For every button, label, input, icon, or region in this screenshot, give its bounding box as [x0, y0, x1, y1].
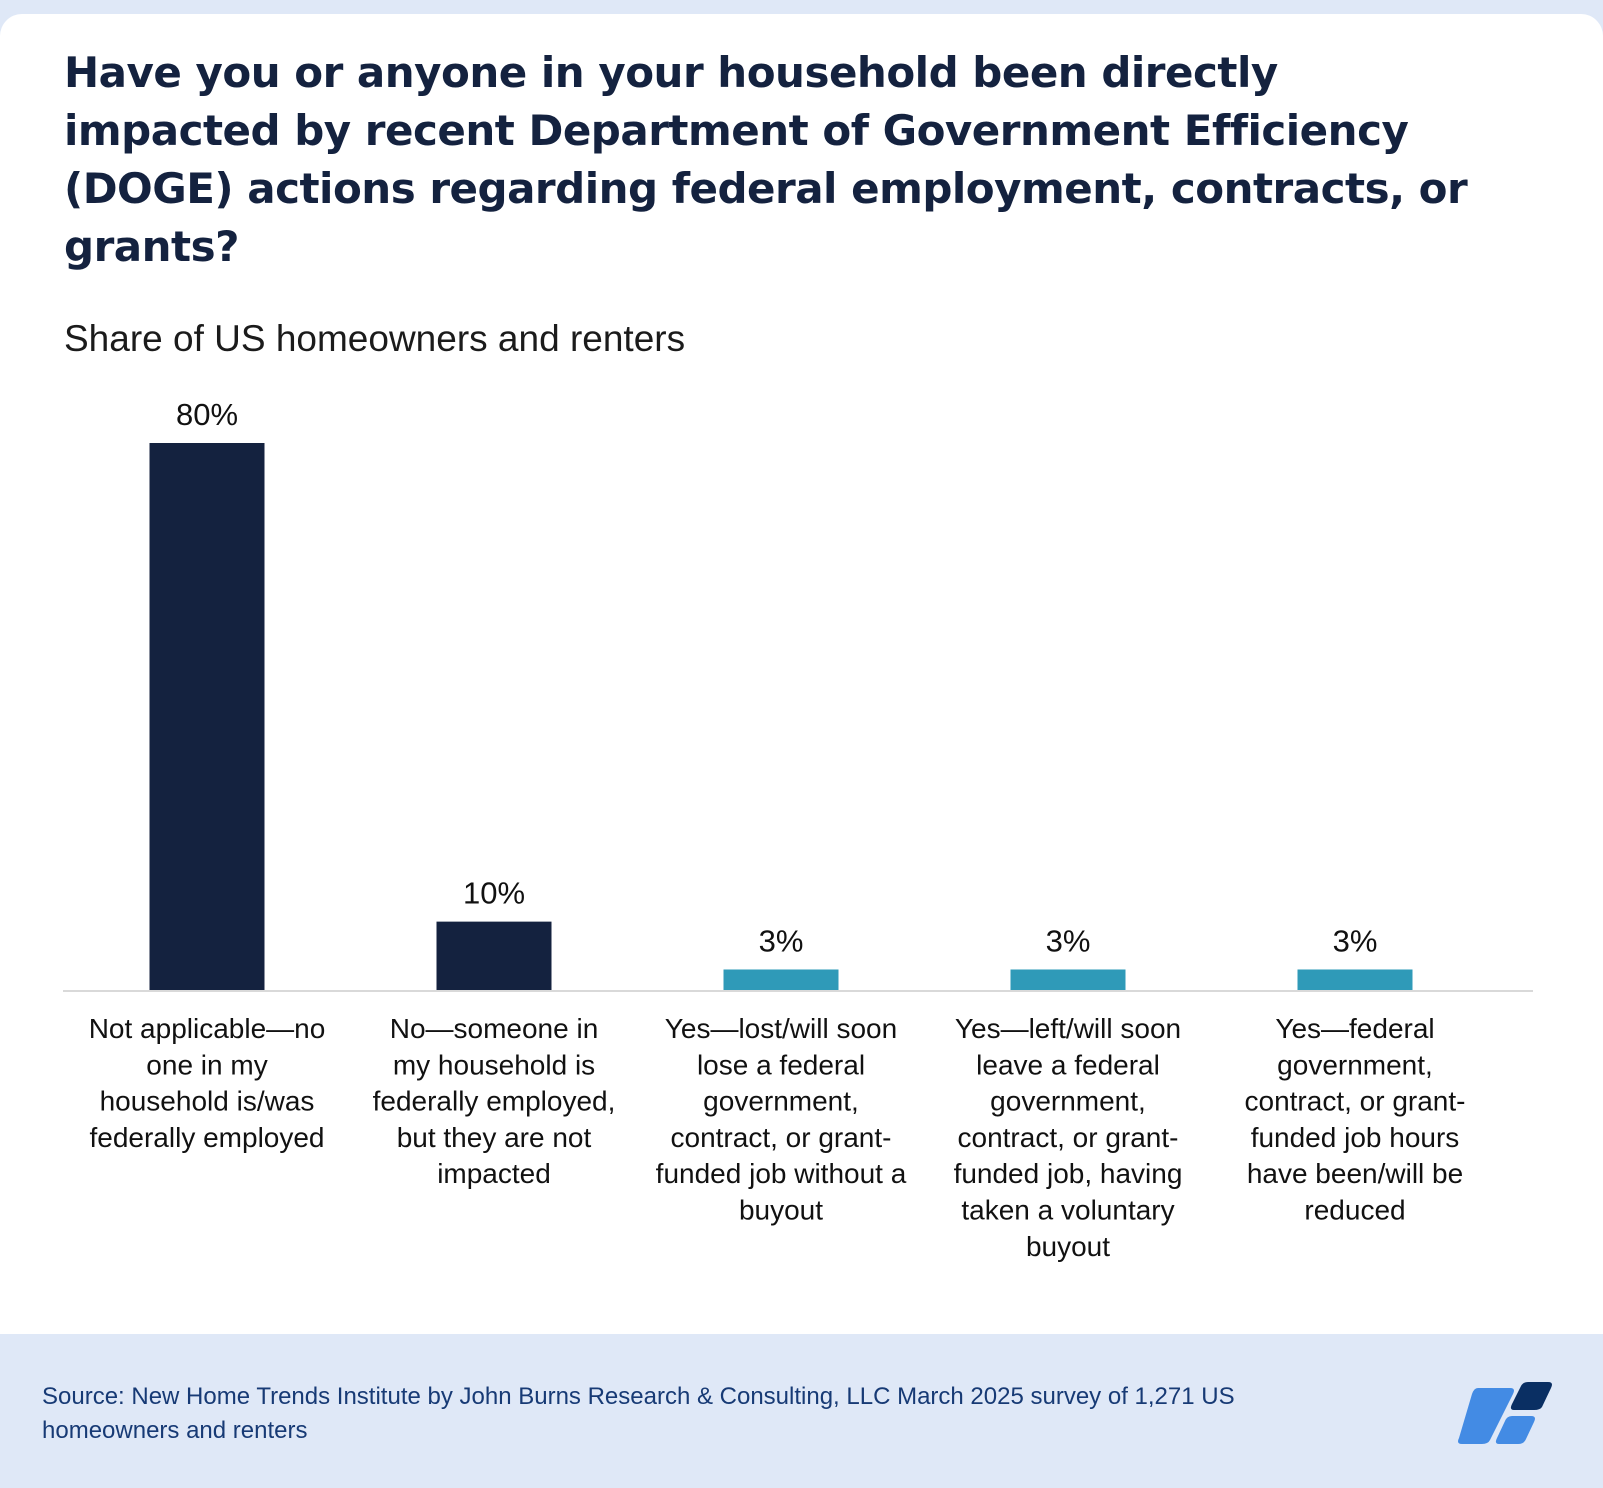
category-label-line: Yes—left/will soon: [955, 1013, 1181, 1044]
category-label-line: buyout: [1026, 1231, 1110, 1262]
category-label-line: Not applicable—no: [89, 1013, 326, 1044]
category-label-line: leave a federal: [976, 1049, 1160, 1080]
chart-subtitle: Share of US homeowners and renters: [64, 318, 686, 359]
category-label-line: buyout: [739, 1195, 823, 1226]
category-label-line: Yes—lost/will soon: [665, 1013, 897, 1044]
category-label-line: No—someone in: [390, 1013, 599, 1044]
category-label-line: reduced: [1304, 1195, 1405, 1226]
bar-2: [723, 969, 839, 990]
category-label-line: Yes—federal: [1275, 1013, 1434, 1044]
category-label-line: but they are not: [397, 1122, 592, 1153]
category-label-line: household is/was: [100, 1086, 315, 1117]
logo-left-shape: [1458, 1388, 1514, 1444]
chart-card: [0, 14, 1603, 1334]
category-label-line: funded job without a: [656, 1158, 907, 1189]
category-label-line: funded job hours: [1251, 1122, 1460, 1153]
logo-bottom-right-shape: [1495, 1416, 1535, 1444]
category-label-line: contract, or grant-: [958, 1122, 1179, 1153]
category-label-line: funded job, having: [954, 1158, 1183, 1189]
data-label-1: 10%: [463, 876, 525, 911]
category-label-3: Yes—left/will soon leave a federal governm…: [954, 1013, 1183, 1262]
category-label-1: No—someone in my household is federally em…: [373, 1013, 616, 1189]
bar-3: [1010, 969, 1126, 990]
logo-top-right-shape: [1510, 1382, 1552, 1410]
chart-title: Have you or anyone in your household bee…: [64, 48, 1468, 271]
category-label-line: one in my: [146, 1049, 267, 1080]
category-label-line: contract, or grant-: [1245, 1086, 1466, 1117]
category-label-line: have been/will be: [1247, 1158, 1463, 1189]
category-label-line: contract, or grant-: [671, 1122, 892, 1153]
data-label-2: 3%: [759, 923, 804, 958]
bar-0: [149, 443, 265, 990]
category-label-2: Yes—lost/will soon lose a federal governme…: [656, 1013, 907, 1226]
category-label-line: impacted: [437, 1158, 551, 1189]
data-label-0: 80%: [176, 397, 238, 432]
category-label-line: government,: [1277, 1049, 1433, 1080]
data-label-3: 3%: [1046, 923, 1091, 958]
bar-4: [1297, 969, 1413, 990]
category-label-line: federally employed: [89, 1122, 324, 1153]
footer: [0, 1334, 1603, 1488]
bar-1: [436, 921, 552, 990]
bar-chart: 80% Not applicable—no one in my household i…: [63, 397, 1533, 1262]
category-label-4: Yes—federal government, contract, or grant…: [1245, 1013, 1466, 1226]
category-label-line: taken a voluntary: [961, 1195, 1174, 1226]
data-label-4: 3%: [1333, 923, 1378, 958]
john-burns-logo-icon: [1458, 1382, 1552, 1444]
category-label-line: government,: [990, 1086, 1146, 1117]
category-label-0: Not applicable—no one in my household is/w…: [89, 1013, 326, 1153]
source-note: Source: New Home Trends Institute by Joh…: [42, 1383, 1235, 1444]
category-label-line: government,: [703, 1086, 859, 1117]
category-label-line: lose a federal: [697, 1049, 865, 1080]
category-label-line: federally employed,: [373, 1086, 616, 1117]
category-label-line: my household is: [393, 1049, 595, 1080]
